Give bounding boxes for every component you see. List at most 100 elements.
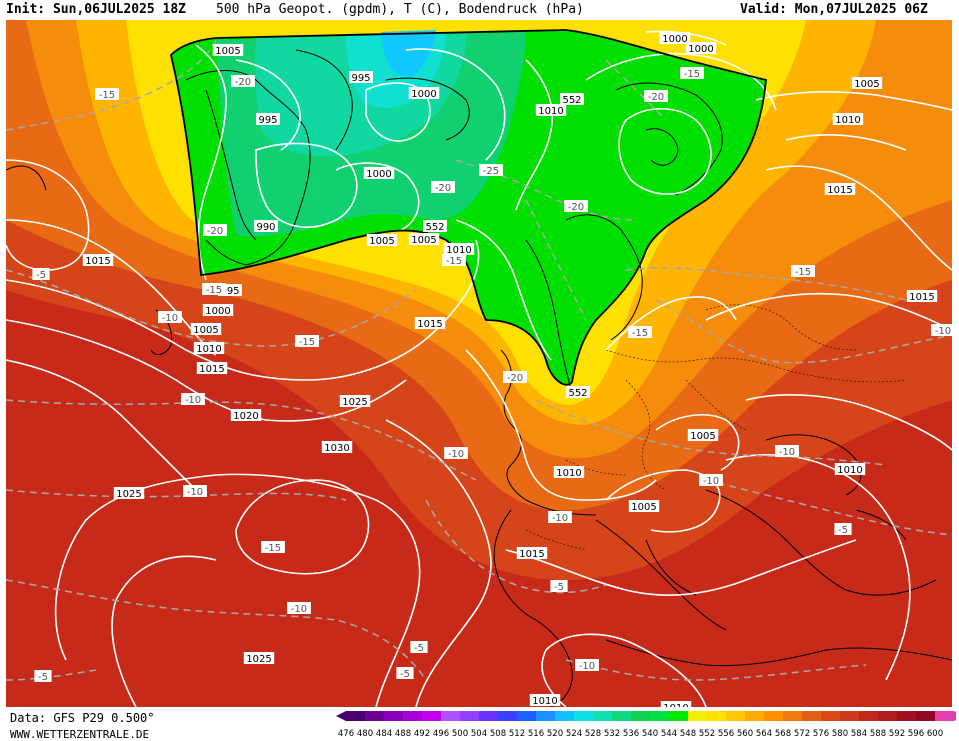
legend-value: 576 bbox=[813, 729, 829, 739]
legend-value: 552 bbox=[699, 729, 715, 739]
pressure-label-box bbox=[349, 71, 373, 83]
temp-label: -10 bbox=[575, 659, 599, 672]
temp-label: -20 bbox=[231, 75, 255, 88]
temp-label-text: -10 bbox=[448, 449, 464, 460]
temp-label-text: -25 bbox=[483, 166, 499, 177]
pressure-label: 995 bbox=[349, 71, 373, 84]
temp-label-text: -10 bbox=[552, 513, 568, 524]
pressure-label-box bbox=[193, 342, 225, 354]
temp-label-box bbox=[775, 445, 799, 457]
pressure-label: 1005 bbox=[851, 77, 883, 90]
legend-swatch bbox=[441, 711, 460, 721]
pressure-label: 1005 bbox=[212, 44, 244, 57]
legend-value: 496 bbox=[433, 729, 449, 739]
pressure-label-text: 1000 bbox=[411, 89, 436, 100]
legend-swatch bbox=[840, 711, 859, 721]
legend-value: 484 bbox=[376, 729, 392, 739]
pressure-label-box bbox=[339, 395, 371, 407]
pressure-label: 1000 bbox=[659, 32, 691, 45]
pressure-label-text: 1010 bbox=[835, 115, 860, 126]
legend-swatch bbox=[897, 711, 916, 721]
temp-label-box bbox=[181, 393, 205, 405]
pressure-label: 1010 bbox=[834, 463, 866, 476]
pressure-label: 1005 bbox=[408, 233, 440, 246]
temp-label: -20 bbox=[503, 371, 527, 384]
temp-label: -10 bbox=[444, 447, 468, 460]
temp-label-text: -20 bbox=[207, 226, 223, 237]
pressure-label-box bbox=[628, 500, 660, 512]
pressure-label: 1010 bbox=[193, 342, 225, 355]
temp-label-box bbox=[791, 265, 815, 277]
temp-label: -15 bbox=[628, 326, 652, 339]
temp-label: -5 bbox=[396, 667, 414, 680]
pressure-label-text: 1015 bbox=[199, 364, 224, 375]
product-title: 500 hPa Geopot. (gpdm), T (C), Bodendruc… bbox=[216, 2, 584, 17]
legend-swatch bbox=[536, 711, 555, 721]
temp-label-text: -5 bbox=[36, 270, 46, 281]
legend-value: 596 bbox=[908, 729, 924, 739]
temp-label-box bbox=[183, 485, 207, 497]
pressure-label: 1015 bbox=[906, 290, 938, 303]
legend-swatch bbox=[460, 711, 479, 721]
legend-value: 592 bbox=[889, 729, 905, 739]
pressure-label-box bbox=[212, 44, 244, 56]
pressure-label-text: 1010 bbox=[556, 468, 581, 479]
pressure-label-text: 1025 bbox=[246, 654, 271, 665]
pressure-label-text: 1000 bbox=[662, 34, 687, 45]
pressure-label-box bbox=[685, 42, 717, 54]
legend-swatch bbox=[517, 711, 536, 721]
temp-label: -5 bbox=[834, 523, 852, 536]
temp-label: -20 bbox=[203, 224, 227, 237]
legend-value: 504 bbox=[471, 729, 487, 739]
pressure-label-text: 1015 bbox=[519, 549, 544, 560]
temp-label-box bbox=[548, 511, 572, 523]
temp-label-box bbox=[442, 254, 466, 266]
temp-label-text: -15 bbox=[265, 543, 281, 554]
legend-left-arrow bbox=[336, 711, 346, 721]
legend-swatch bbox=[859, 711, 878, 721]
temp-label-box bbox=[834, 523, 852, 535]
legend-value: 488 bbox=[395, 729, 411, 739]
legend-swatch bbox=[669, 711, 688, 721]
pressure-label: 1015 bbox=[516, 547, 548, 560]
temp-label: -10 bbox=[548, 511, 572, 524]
temp-label-box bbox=[503, 371, 527, 383]
pressure-label-box bbox=[363, 167, 395, 179]
legend-value: 480 bbox=[357, 729, 373, 739]
temp-label: -15 bbox=[202, 283, 226, 296]
pressure-label-text: 1005 bbox=[193, 325, 218, 336]
temp-label-text: -10 bbox=[935, 326, 951, 337]
pressure-label-text: 1015 bbox=[827, 185, 852, 196]
temp-label-text: -10 bbox=[703, 476, 719, 487]
pressure-label-text: 1010 bbox=[532, 696, 557, 707]
legend-swatch bbox=[555, 711, 574, 721]
legend-swatch bbox=[726, 711, 745, 721]
temp-label: -5 bbox=[550, 580, 568, 593]
pressure-label: 1030 bbox=[321, 441, 353, 454]
pressure-label-box bbox=[834, 463, 866, 475]
legend-swatch bbox=[479, 711, 498, 721]
pressure-label: 990 bbox=[254, 220, 278, 233]
temp-label-box bbox=[550, 580, 568, 592]
pressure-label-box bbox=[516, 547, 548, 559]
legend-swatch bbox=[745, 711, 764, 721]
legend-value: 492 bbox=[414, 729, 430, 739]
temp-label-text: -10 bbox=[162, 313, 178, 324]
legend-value: 508 bbox=[490, 729, 506, 739]
temp-label: -15 bbox=[442, 254, 466, 267]
temp-label-box bbox=[431, 181, 455, 193]
pressure-label-text: 990 bbox=[256, 222, 275, 233]
pressure-label-text: 995 bbox=[351, 73, 370, 84]
pressure-label-box bbox=[190, 323, 222, 335]
legend-swatch bbox=[346, 711, 365, 721]
weather-map[interactable]: 1005 995 1000 995 1000 990 1005 1005 1010 1015 995… bbox=[6, 20, 952, 707]
pressure-label-box bbox=[408, 233, 440, 245]
pressure-label-text: 995 bbox=[258, 115, 277, 126]
map-canvas: 1005 995 1000 995 1000 990 1005 1005 1010 1015 995… bbox=[6, 20, 952, 707]
pressure-label-text: 1015 bbox=[417, 319, 442, 330]
temp-label-text: -20 bbox=[435, 183, 451, 194]
legend-value: 568 bbox=[775, 729, 791, 739]
temp-label: -15 bbox=[295, 335, 319, 348]
temp-label: -10 bbox=[931, 324, 952, 337]
legend-swatch bbox=[916, 711, 935, 721]
